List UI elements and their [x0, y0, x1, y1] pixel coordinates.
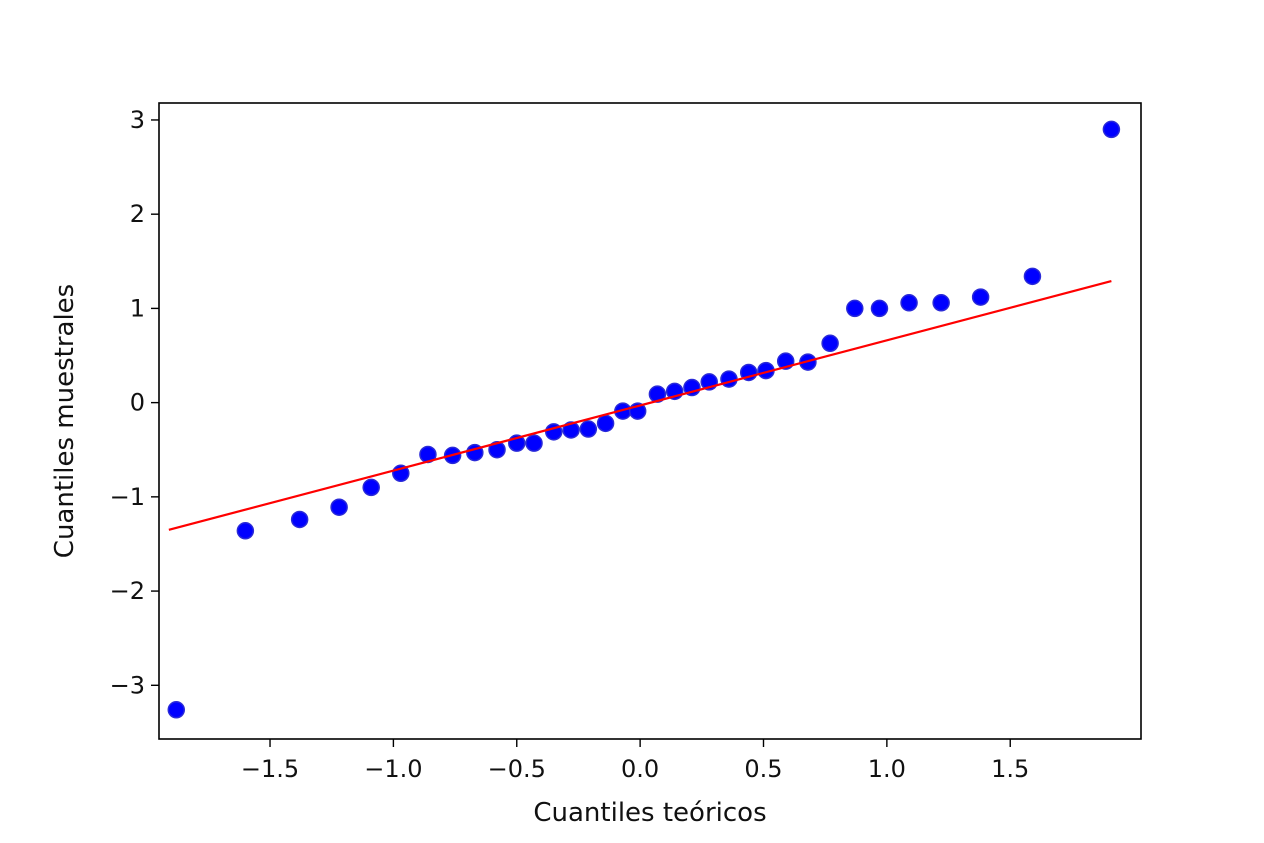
y-tick-label: 0 — [130, 389, 145, 417]
y-tick-label: 2 — [130, 200, 145, 228]
data-point — [167, 701, 186, 719]
plot-area — [167, 120, 1121, 719]
data-point — [1023, 267, 1042, 286]
data-point — [720, 370, 738, 388]
data-point — [488, 440, 506, 459]
x-tick-label: −1.5 — [241, 755, 299, 783]
y-axis-label: Cuantiles muestrales — [50, 284, 80, 558]
x-tick-label: 0.0 — [621, 755, 659, 783]
x-tick-label: 0.5 — [744, 755, 782, 783]
data-point — [971, 288, 990, 306]
x-axis-label: Cuantiles teóricos — [533, 798, 766, 828]
y-tick-label: 3 — [130, 106, 145, 134]
data-point — [525, 434, 543, 452]
ticks: −1.5 −1.0 −0.5 0.0 0.5 1.0 1.5 −3 −2 −1 0 1 2 3 — [110, 106, 1030, 783]
x-tick-label: 1.0 — [868, 755, 906, 783]
data-point — [821, 334, 839, 353]
data-point — [362, 478, 380, 497]
data-point — [330, 498, 348, 516]
data-point — [870, 299, 889, 318]
x-tick-label: −1.0 — [364, 755, 422, 783]
data-point — [900, 294, 918, 312]
data-point — [236, 522, 255, 540]
data-point — [648, 385, 667, 403]
data-point — [579, 420, 598, 438]
x-tick-label: −0.5 — [488, 755, 546, 783]
data-point — [562, 421, 580, 439]
y-tick-label: −1 — [110, 483, 145, 511]
axes-frame — [158, 102, 1142, 740]
data-point — [290, 510, 309, 529]
data-point — [596, 414, 615, 433]
data-point — [932, 294, 950, 312]
y-tick-label: −2 — [110, 577, 145, 605]
reference-line — [168, 280, 1112, 531]
y-tick-label: 1 — [130, 294, 145, 322]
data-point — [846, 299, 864, 318]
y-tick-label: −3 — [110, 671, 145, 699]
x-tick-label: 1.5 — [991, 755, 1029, 783]
data-point — [1102, 120, 1121, 139]
